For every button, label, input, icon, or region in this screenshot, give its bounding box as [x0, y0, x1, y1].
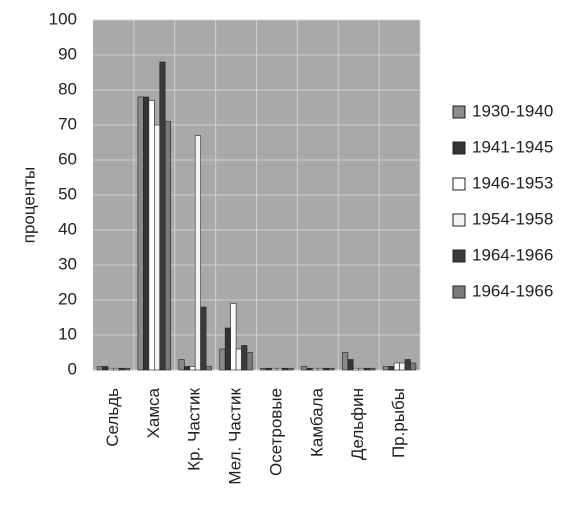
y-axis-label: проценты	[19, 167, 38, 244]
x-tick-label: Сельдь	[103, 388, 122, 447]
bar	[178, 359, 185, 371]
bar	[159, 61, 166, 371]
bar	[301, 366, 308, 371]
legend-label: 1964-1966	[472, 281, 553, 300]
legend-swatch	[452, 285, 466, 299]
bar	[382, 366, 389, 371]
bar	[241, 345, 248, 371]
bar	[282, 367, 289, 371]
y-tick-label: 30	[58, 254, 77, 273]
legend-label: 1941-1945	[472, 137, 553, 156]
bar	[328, 367, 335, 371]
y-tick-label: 60	[58, 149, 77, 168]
bar	[322, 367, 330, 371]
bar	[124, 367, 131, 371]
bar	[118, 367, 125, 371]
bar	[219, 348, 226, 371]
y-tick-label: 0	[68, 359, 77, 378]
x-tick-label: Пр.рыбы	[389, 388, 408, 458]
legend-label: 1964-1966	[472, 245, 553, 264]
y-tick-label: 80	[58, 79, 77, 98]
bar	[183, 366, 191, 371]
bar	[312, 367, 319, 371]
y-tick-label: 70	[58, 114, 77, 133]
bar	[260, 367, 267, 371]
y-tick-label: 90	[58, 44, 77, 63]
bar	[96, 366, 103, 371]
bar	[369, 367, 376, 371]
bar	[352, 367, 359, 371]
bar	[358, 367, 365, 371]
y-tick-label: 100	[49, 9, 77, 28]
bar	[246, 352, 253, 371]
bar	[164, 121, 171, 371]
x-tick-label: Кр. Частик	[185, 387, 204, 470]
y-tick-label: 40	[58, 219, 77, 238]
bar	[342, 352, 349, 371]
bar	[399, 362, 406, 371]
legend-swatch	[452, 213, 466, 227]
legend-label: 1930-1940	[472, 101, 553, 120]
bar	[363, 367, 370, 371]
bar	[265, 367, 272, 371]
legend-label: 1946-1953	[472, 173, 553, 192]
bar	[102, 366, 109, 371]
x-tick-label: Осетровые	[266, 388, 285, 476]
legend-swatch	[452, 177, 466, 191]
bar	[148, 100, 155, 371]
bar	[154, 124, 161, 371]
bar	[230, 303, 237, 371]
y-tick-label: 10	[58, 324, 77, 343]
y-tick-label: 50	[58, 184, 77, 203]
x-tick-label: Мел. Частик	[226, 387, 245, 484]
bar	[317, 367, 324, 371]
bar	[388, 366, 395, 371]
bar	[276, 367, 283, 371]
bar	[205, 366, 212, 371]
legend-swatch	[452, 249, 466, 263]
legend-swatch	[452, 141, 466, 155]
x-tick-label: Камбала	[307, 387, 326, 457]
x-tick-label: Хамса	[144, 387, 163, 438]
bar	[271, 367, 278, 371]
bar	[347, 359, 354, 371]
legend-label: 1954-1958	[472, 209, 553, 228]
legend-swatch	[452, 105, 466, 119]
bar	[143, 96, 150, 371]
bar	[287, 367, 294, 371]
bar	[200, 306, 207, 371]
x-tick-label: Дельфин	[348, 388, 367, 460]
bar	[235, 348, 242, 371]
y-tick-label: 20	[58, 289, 77, 308]
bar	[404, 359, 411, 371]
bar	[137, 96, 144, 371]
bar	[194, 135, 201, 371]
bar	[306, 367, 313, 371]
bar	[224, 327, 231, 371]
bar	[189, 366, 196, 371]
bar	[107, 367, 114, 371]
bar	[393, 362, 400, 371]
bar	[410, 362, 417, 371]
bar	[113, 367, 120, 371]
